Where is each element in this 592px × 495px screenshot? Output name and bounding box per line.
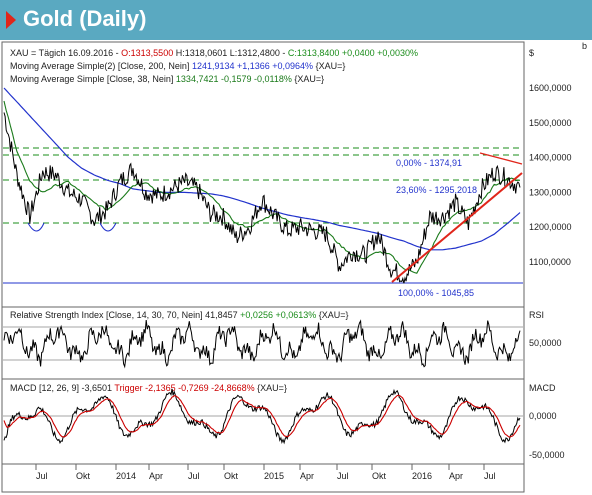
gold-chart: b $ XAU = Tägich 16.09.2016 - O:1313,550… [1, 41, 587, 493]
play-arrow-icon [6, 11, 16, 29]
rsi-legend: Relative Strength Index [Close, 14, 30, … [10, 310, 349, 320]
price-line [3, 112, 521, 284]
ma38-legend: Moving Average Simple [Close, 38, Nein] … [10, 74, 324, 84]
currency-unit: $ [529, 48, 534, 58]
macd-tick-neg50: -50,0000 [529, 450, 565, 460]
chart-frame: b $ XAU = Tägich 16.09.2016 - O:1313,550… [0, 40, 592, 495]
x-axis-label: Okt [224, 471, 239, 481]
macd-legend: MACD [12, 26, 9] -3,6501 Trigger -2,1365… [10, 383, 287, 393]
ma38-line [3, 100, 521, 274]
low-marker-2 [99, 222, 117, 232]
x-axis-label: Jul [36, 471, 48, 481]
price-y-axis: 1600,0000 1500,0000 1400,0000 1300,0000 1200… [529, 83, 572, 267]
fib-label-mid: 23,60% - 1295,2018 [396, 185, 477, 195]
x-axis-label: Apr [300, 471, 314, 481]
fib-label-bottom: 100,00% - 1045,85 [398, 288, 474, 298]
macd-tick-0: 0,0000 [529, 411, 557, 421]
x-axis-labels: Jul Okt 2014 Apr Jul Okt 2015 Apr Jul Okt 2016 Apr J… [35, 464, 496, 481]
downtrend-line [479, 152, 523, 165]
price-y-tick: 1500,0000 [529, 118, 572, 128]
low-marker-1 [27, 222, 45, 232]
x-axis-label: 2014 [116, 471, 136, 481]
macd-tag: MACD [529, 383, 556, 393]
x-axis-label: 2016 [412, 471, 432, 481]
x-axis-label: Apr [149, 471, 163, 481]
x-axis-panel [1, 463, 525, 493]
uptrend-line [391, 172, 523, 283]
price-y-tick: 1200,0000 [529, 222, 572, 232]
price-y-tick: 1400,0000 [529, 153, 572, 163]
corner-label: b [582, 41, 587, 51]
x-axis-label: Okt [76, 471, 91, 481]
x-axis-label: Apr [449, 471, 463, 481]
rsi-tick: 50,0000 [529, 338, 562, 348]
title-bar: Gold (Daily) [0, 0, 592, 40]
macd-trigger-line [3, 394, 521, 438]
x-axis-label: Okt [372, 471, 387, 481]
ma200-legend: Moving Average Simple(2) [Close, 200, Ne… [10, 61, 345, 71]
macd-panel [1, 378, 525, 465]
rsi-tag: RSI [529, 310, 544, 320]
rsi-line [3, 319, 521, 369]
x-axis-label: 2015 [264, 471, 284, 481]
price-panel [1, 41, 525, 308]
page-title: Gold (Daily) [23, 6, 147, 31]
x-axis-label: Jul [337, 471, 349, 481]
price-y-tick: 1100,0000 [529, 257, 571, 267]
x-axis-label: Jul [188, 471, 200, 481]
price-y-tick: 1600,0000 [529, 83, 572, 93]
x-axis-label: Jul [484, 471, 496, 481]
fib-label-top: 0,00% - 1374,91 [396, 158, 462, 168]
symbol-line: XAU = Tägich 16.09.2016 - O:1313,5500 H:… [10, 48, 418, 58]
price-y-tick: 1300,0000 [529, 187, 572, 197]
